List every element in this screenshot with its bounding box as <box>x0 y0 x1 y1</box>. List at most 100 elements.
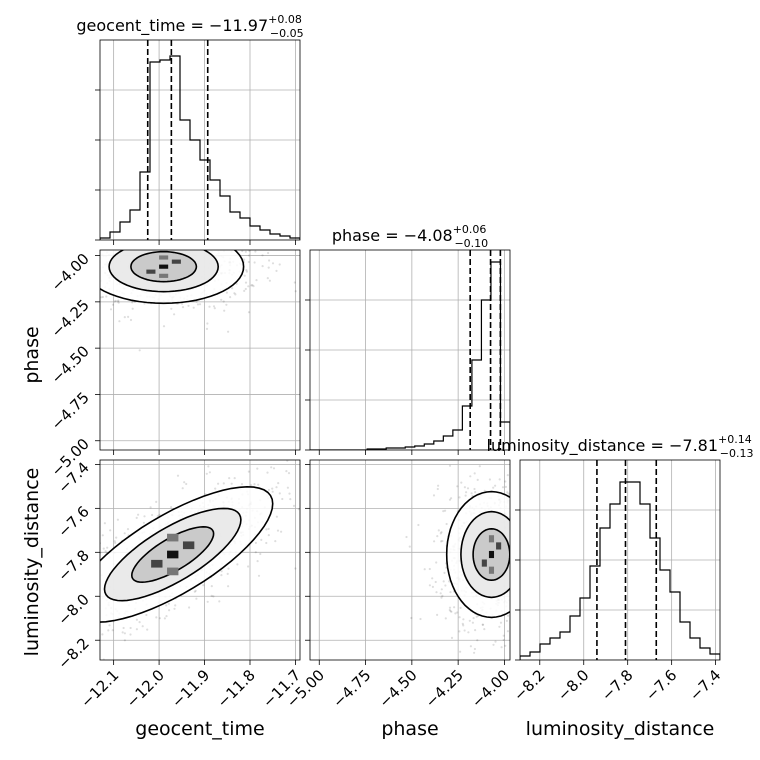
contour-line <box>100 485 274 623</box>
sample-point <box>244 281 248 284</box>
sample-point <box>141 625 144 628</box>
sample-point <box>156 514 159 518</box>
sample-point <box>458 496 461 499</box>
sample-point <box>116 300 119 303</box>
sample-point <box>441 539 444 543</box>
sample-point <box>294 290 297 293</box>
plot-area <box>100 40 300 240</box>
sample-point <box>181 487 184 490</box>
sample-point <box>444 509 447 512</box>
sample-point <box>109 308 113 311</box>
sample-point <box>233 477 236 480</box>
contour-line <box>445 490 510 619</box>
sample-point <box>170 506 173 509</box>
xlabel-luminosity-distance: luminosity_distance <box>526 718 715 740</box>
sample-point <box>111 303 115 306</box>
density-cell <box>481 559 487 567</box>
sample-point <box>265 528 268 531</box>
histogram-luminosity-distance <box>515 459 721 665</box>
sample-point <box>111 629 114 632</box>
sample-point <box>114 541 117 545</box>
sample-point <box>192 306 195 309</box>
sample-point <box>474 491 477 494</box>
sample-point <box>289 498 292 501</box>
sample-point <box>272 467 276 470</box>
title-phase-minus: −0.10 <box>454 237 488 250</box>
sample-point <box>227 567 230 570</box>
scatter-luminosity-distance-vs-phase <box>305 459 511 665</box>
sample-point <box>434 580 437 584</box>
sample-point <box>444 617 447 620</box>
sample-point <box>470 492 473 495</box>
histogram-step <box>310 261 510 450</box>
sample-point <box>502 634 505 637</box>
sample-point <box>473 487 476 491</box>
sample-point <box>280 530 283 533</box>
sample-point <box>463 486 466 489</box>
title-luminosity-distance-median: −7.81 <box>669 436 718 455</box>
sample-point <box>202 584 205 587</box>
sample-point <box>185 482 188 486</box>
sample-point <box>168 609 171 612</box>
sample-point <box>494 484 497 487</box>
density-core <box>146 255 181 278</box>
sample-point <box>225 291 228 294</box>
sample-point <box>276 529 280 532</box>
density-core <box>481 535 502 574</box>
plot-area <box>100 250 297 352</box>
title-phase-median: −4.08 <box>404 226 453 245</box>
sample-point <box>254 551 257 554</box>
sample-point <box>210 585 213 588</box>
contour-line <box>472 527 510 582</box>
histogram-phase <box>305 249 511 455</box>
sample-point <box>423 568 426 571</box>
sample-point <box>123 532 126 535</box>
sample-point <box>174 604 177 607</box>
sample-point <box>444 584 447 587</box>
sample-point <box>267 266 270 269</box>
title-luminosity-distance: luminosity_distance = −7.81+0.14 −0.13 <box>487 433 754 460</box>
density-cell <box>488 535 495 543</box>
sample-point <box>117 301 120 304</box>
sample-point <box>256 560 259 563</box>
sample-point <box>483 628 486 631</box>
sample-point <box>277 482 280 485</box>
title-phase-name: phase <box>332 226 380 245</box>
title-geocent-time-plus: +0.08 <box>268 13 302 26</box>
sample-point <box>285 470 288 473</box>
sample-point <box>270 466 273 469</box>
sample-point <box>220 298 223 301</box>
sample-point <box>278 492 281 495</box>
title-geocent-time-median: −11.97 <box>209 16 268 35</box>
sample-point <box>456 485 459 488</box>
sample-point <box>222 482 225 485</box>
sample-point <box>165 615 168 618</box>
sample-point <box>450 610 453 613</box>
ticks <box>95 89 296 245</box>
sample-point <box>448 464 452 467</box>
sample-point <box>208 471 211 474</box>
ticks <box>305 299 505 455</box>
sample-point <box>278 263 281 266</box>
density-cell <box>151 559 163 568</box>
sample-point <box>194 589 197 592</box>
sample-point <box>123 632 126 635</box>
title-phase-plus: +0.06 <box>453 223 487 236</box>
sample-point <box>459 606 462 610</box>
sample-point <box>229 296 232 299</box>
sample-point <box>220 570 223 573</box>
sample-point <box>206 322 209 325</box>
scatter-phase-vs-geocent-time <box>95 249 301 455</box>
sample-point <box>187 304 190 307</box>
sample-point <box>241 250 244 253</box>
sample-point <box>504 480 507 483</box>
sample-point <box>107 629 110 632</box>
density-cell <box>182 541 195 550</box>
title-luminosity-distance-name: luminosity_distance <box>487 436 646 456</box>
ticks <box>305 463 505 665</box>
sample-point <box>131 301 134 304</box>
axes-frame <box>519 459 721 661</box>
contour-line <box>108 250 220 293</box>
sample-point <box>268 259 271 262</box>
